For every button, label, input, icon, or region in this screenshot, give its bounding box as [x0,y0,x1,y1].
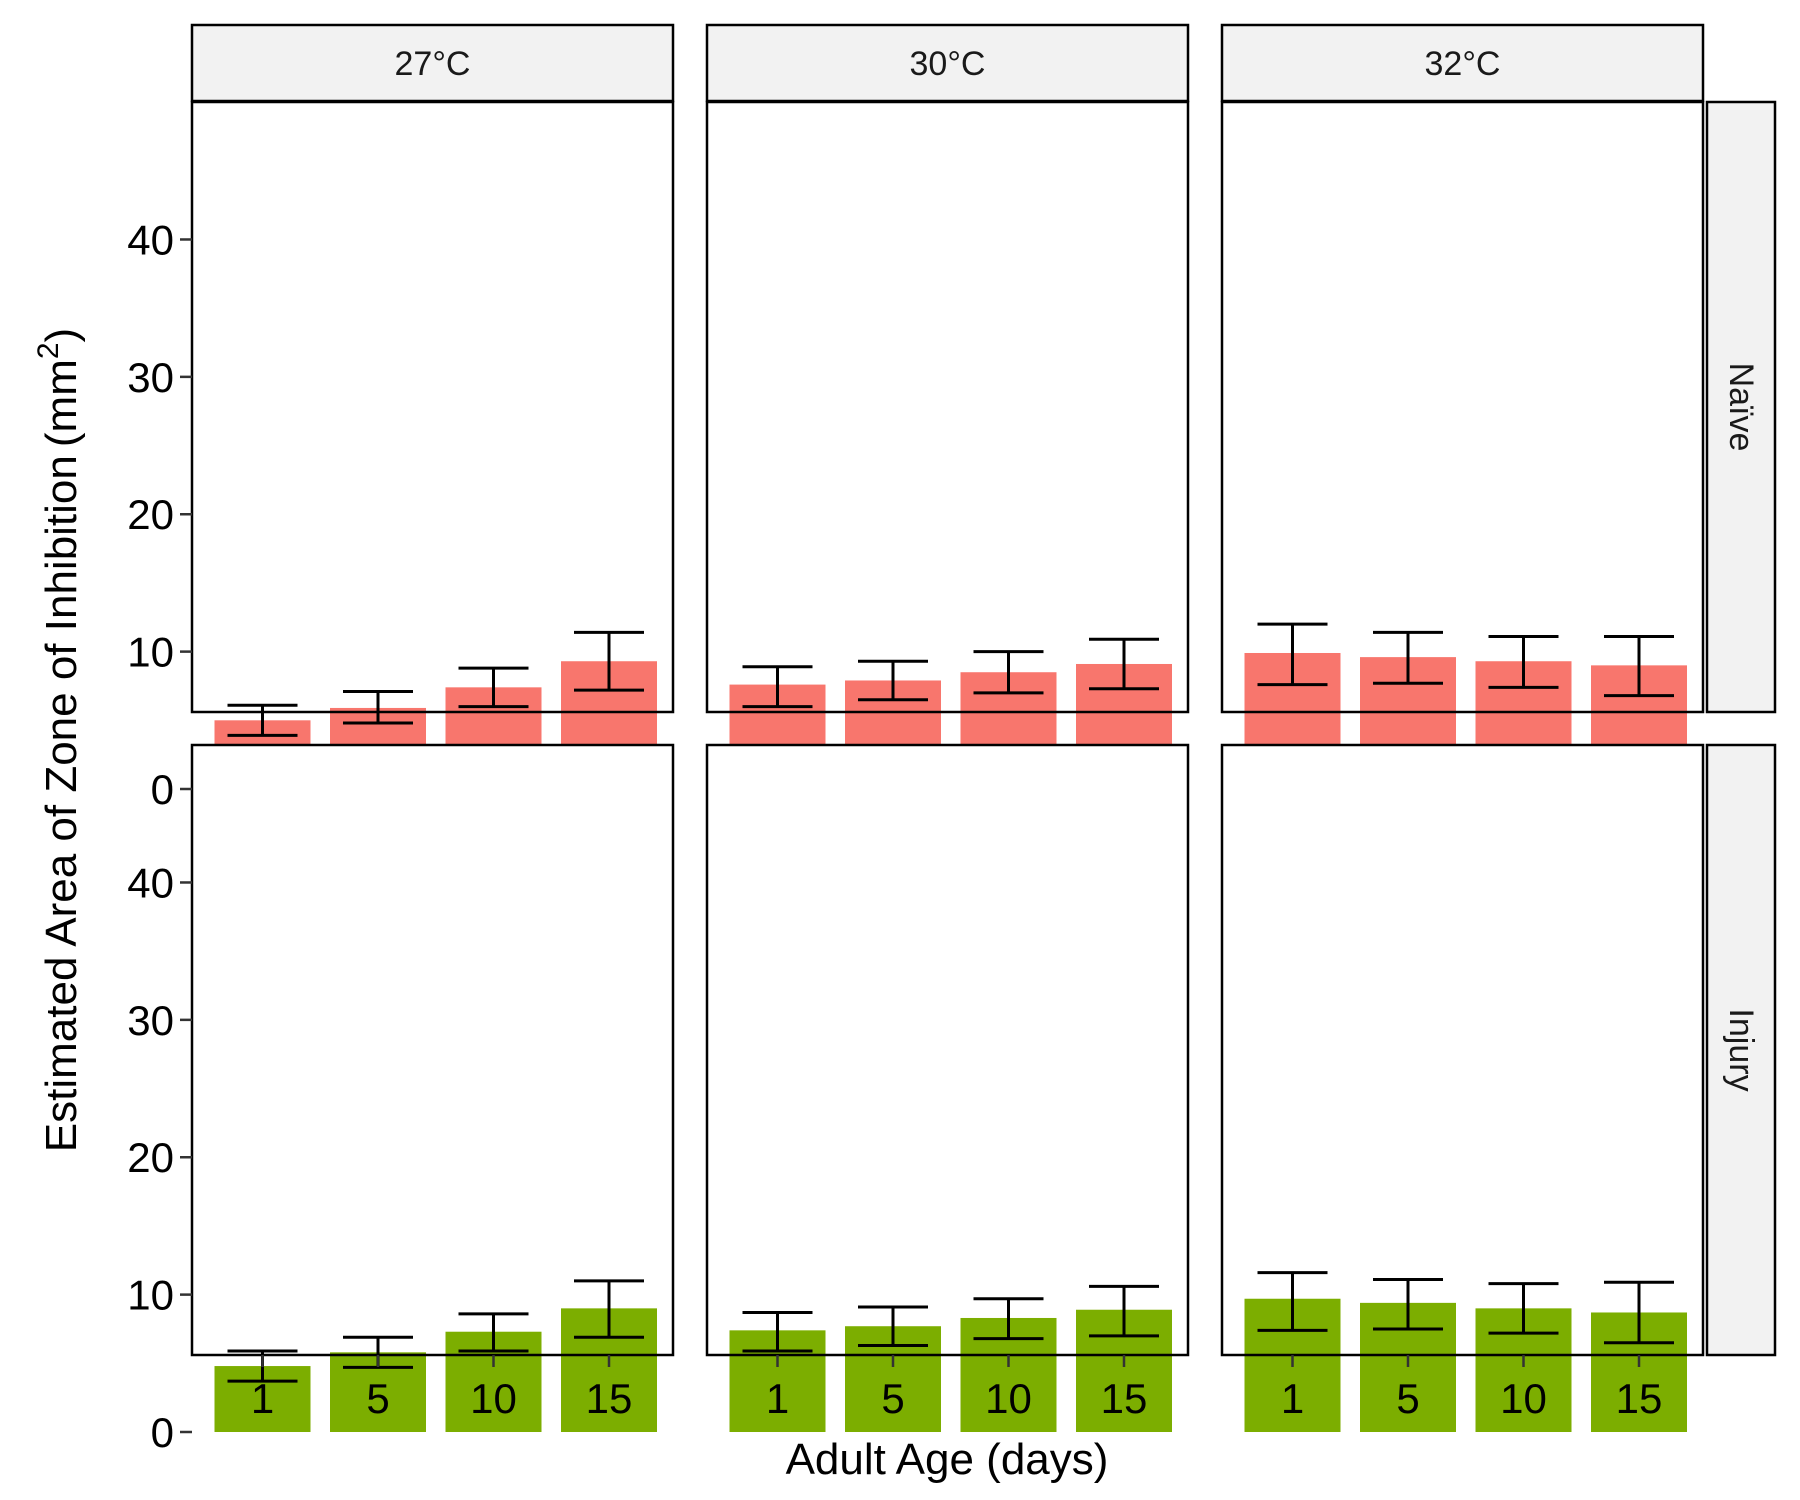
panel-background [192,745,673,1355]
panel-background [1222,102,1703,712]
x-tick-label: 5 [366,1375,389,1422]
panel-background [192,102,673,712]
x-tick-label: 10 [470,1375,517,1422]
panels [190,100,1705,1432]
y-axis-title-main: Estimated Area of Zone of Inhibition [37,455,86,1152]
x-tick-label: 5 [1396,1375,1419,1422]
column-strip [705,23,1190,103]
panel-border [1220,100,1705,714]
x-tick-label: 15 [586,1375,633,1422]
y-tick-label: 0 [151,1409,174,1456]
y-axis-title-unit-sup: 2 [32,342,65,359]
y-axes: 0 10 20 30 40 0 10 20 30 40 [127,216,192,1456]
column-strip-label: 27°C [395,45,471,83]
x-axis-title: Adult Age (days) [786,1435,1109,1484]
x-tick-label: 5 [881,1375,904,1422]
row-strip [1705,100,1777,714]
row-strip-label: Naïve [1722,363,1760,452]
column-strip-label: 32°C [1425,45,1501,83]
panel-background [707,745,1188,1355]
panel-border [705,100,1190,714]
y-tick-label: 20 [127,491,174,538]
column-strips: 27°C 30°C 32°C [190,23,1705,103]
y-axis-title-unit-open: ( [37,432,86,447]
panel [1220,743,1705,1432]
x-tick-label: 1 [1281,1375,1304,1422]
y-tick-label: 30 [127,997,174,1044]
row-strip-label: Injury [1722,1008,1760,1091]
panel [1220,100,1705,789]
x-tick-label: 15 [1616,1375,1663,1422]
y-tick-label: 30 [127,354,174,401]
column-strip [1220,23,1705,103]
row-strips: Naïve Injury [1705,100,1777,1357]
y-tick-label: 10 [127,1272,174,1319]
x-tick-label: 1 [251,1375,274,1422]
y-axis-title-unit-close: ) [37,328,86,343]
panel [190,743,675,1432]
y-tick-label: 10 [127,629,174,676]
panel [190,100,675,789]
y-tick-label: 40 [127,216,174,263]
y-axis-title: Estimated Area of Zone of Inhibition (mm2… [32,328,86,1152]
panel-background [707,102,1188,712]
x-tick-label: 1 [766,1375,789,1422]
y-tick-label: 20 [127,1134,174,1181]
x-axes: 1 5 10 15 1 5 10 15 1 5 10 15 [251,1355,1663,1422]
panel-border [190,743,675,1357]
y-tick-label: 0 [151,766,174,813]
column-strip-label: 30°C [910,45,986,83]
x-tick-label: 10 [985,1375,1032,1422]
y-axis-title-unit: mm [37,359,86,432]
x-tick-label: 15 [1101,1375,1148,1422]
x-tick-label: 10 [1500,1375,1547,1422]
panel [705,100,1190,789]
panel-background [1222,745,1703,1355]
panel-border [190,100,675,714]
row-strip [1705,743,1777,1357]
panel-border [705,743,1190,1357]
panel-border [1220,743,1705,1357]
panel [705,743,1190,1432]
column-strip [190,23,675,103]
y-tick-label: 40 [127,859,174,906]
